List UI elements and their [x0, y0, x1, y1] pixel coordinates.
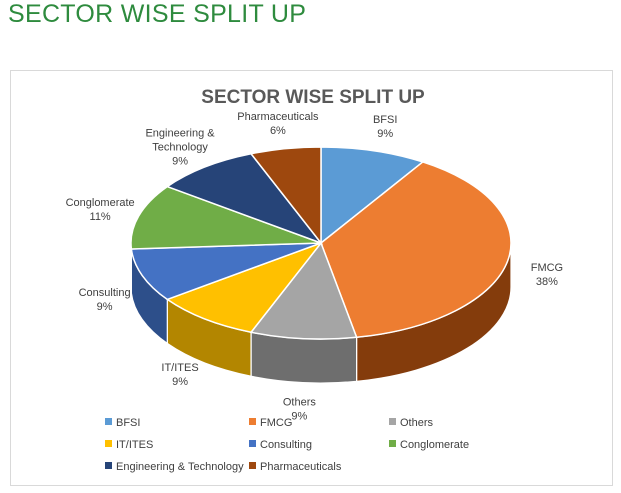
legend-label: Others	[400, 417, 434, 429]
pie-slice-it-ites	[165, 241, 324, 334]
legend-item-engineering-technology: Engineering & Technology	[105, 461, 244, 473]
pie-side-others	[250, 331, 358, 384]
legend-swatch	[389, 418, 396, 425]
legend-swatch	[105, 440, 112, 447]
pie-labels: BFSI 9% FMCG 38% Others 9% IT/ITES 9% Consulting…	[66, 111, 564, 422]
legend-item-pharmaceuticals: Pharmaceuticals	[249, 461, 342, 473]
legend-item-others: Others	[389, 417, 434, 429]
legend-item-conglomerate: Conglomerate	[389, 439, 469, 451]
legend-label: Conglomerate	[400, 439, 469, 451]
data-label-conglomerate: Conglomerate 11%	[66, 197, 135, 223]
pie-slice-others	[249, 241, 358, 340]
page-heading: SECTOR WISE SPLIT UP	[8, 0, 307, 28]
pie-slice-conglomerate	[130, 185, 322, 250]
data-label-consulting: Consulting 9%	[79, 287, 131, 313]
pie-slice-engineering-technology	[165, 152, 324, 245]
pie-slice-consulting	[130, 242, 322, 301]
legend-swatch	[249, 440, 256, 447]
data-label-bfsi: BFSI 9%	[373, 114, 397, 140]
legend-swatch	[105, 462, 112, 469]
chart-frame: SECTOR WISE SPLIT UP BFSI 9% FMCG 38% Others…	[10, 70, 613, 486]
data-label-others: Others 9%	[283, 396, 317, 422]
legend-swatch	[105, 418, 112, 425]
pie-legend: BFSI FMCG Others IT/ITES Consulting Conglomer…	[105, 417, 469, 473]
legend-item-bfsi: BFSI	[105, 417, 140, 429]
data-label-engineering-technology: Engineering & Technology 9%	[145, 128, 215, 168]
legend-swatch	[249, 462, 256, 469]
legend-swatch	[249, 418, 256, 425]
legend-item-consulting: Consulting	[249, 439, 312, 451]
pie-slice-fmcg	[320, 161, 512, 339]
chart-title: SECTOR WISE SPLIT UP	[201, 87, 425, 108]
legend-label: IT/ITES	[116, 439, 153, 451]
legend-label: FMCG	[260, 417, 292, 429]
legend-label: Consulting	[260, 439, 312, 451]
legend-item-it-ites: IT/ITES	[105, 439, 153, 451]
legend-label: Pharmaceuticals	[260, 461, 342, 473]
data-label-it-ites: IT/ITES 9%	[161, 362, 198, 388]
legend-label: Engineering & Technology	[116, 461, 244, 473]
pie-chart: SECTOR WISE SPLIT UP BFSI 9% FMCG 38% Others…	[66, 87, 564, 473]
legend-swatch	[389, 440, 396, 447]
data-label-pharmaceuticals: Pharmaceuticals 6%	[237, 111, 319, 137]
legend-item-fmcg: FMCG	[249, 417, 292, 429]
pie-slice-pharmaceuticals	[249, 146, 322, 246]
pie-tops	[130, 146, 512, 340]
data-label-fmcg: FMCG 38%	[531, 262, 563, 288]
pie-slice-bfsi	[320, 146, 425, 245]
legend-label: BFSI	[116, 417, 140, 429]
